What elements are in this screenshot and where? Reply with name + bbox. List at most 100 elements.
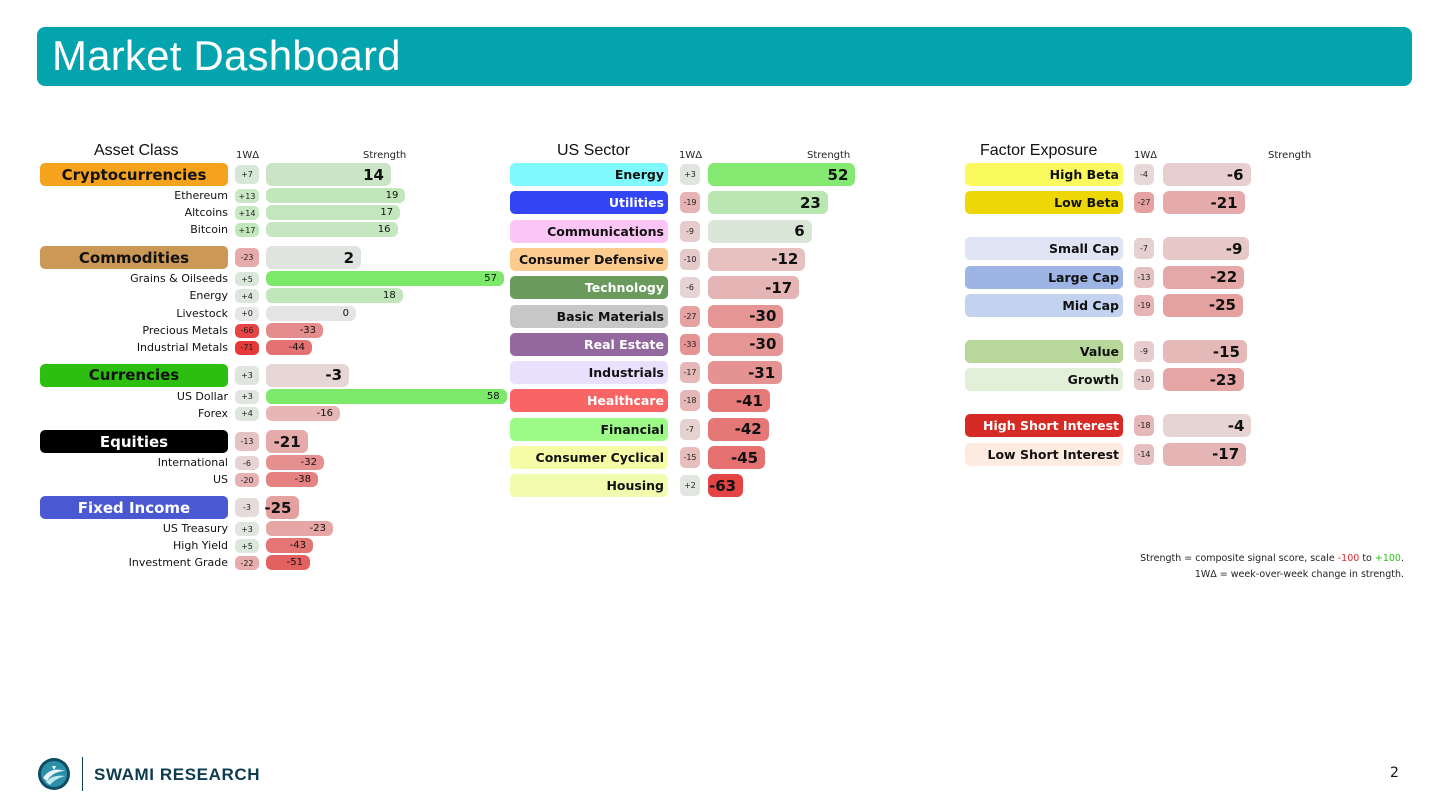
strength-bar-equities: -21 — [266, 430, 308, 453]
delta-chip-ethereum: +13 — [235, 189, 259, 203]
strength-bar-precious-metals: -33 — [266, 322, 323, 338]
sector-bar-industrials: -31 — [708, 361, 783, 385]
sector-pill-real-estate: Real Estate — [510, 332, 668, 356]
delta-chip-industrial-metals: -71 — [235, 340, 259, 355]
sector-delta-header: 1WΔ — [679, 150, 703, 161]
row-label-industrial-metals: Industrial Metals — [136, 340, 228, 354]
row-label-us-dollar: US Dollar — [176, 389, 228, 403]
factor-bar-growth: -23 — [1163, 368, 1244, 392]
title-bar: Market Dashboard — [37, 27, 1412, 86]
factor-bar-mid-cap: -25 — [1163, 293, 1243, 317]
sector-delta-technology: -6 — [680, 277, 700, 299]
strength-bar-investment-grade: -51 — [266, 555, 310, 571]
row-label-international: International — [157, 456, 228, 469]
sector-bar-basic-materials: -30 — [708, 304, 784, 328]
logo-divider — [82, 757, 83, 791]
factor-pill-value: Value — [965, 340, 1123, 363]
factor-bar-high-short-interest: -4 — [1163, 414, 1252, 438]
strength-bar-ethereum: 19 — [266, 188, 406, 203]
footnote-scale-min: -100 — [1337, 553, 1360, 564]
sector-pill-utilities: Utilities — [510, 191, 668, 215]
sector-delta-communications: -9 — [680, 220, 700, 242]
footnote-scale-text: Strength = composite signal score, scale — [1140, 553, 1338, 564]
group-pill-cryptocurrencies: Cryptocurrencies — [40, 163, 228, 186]
factor-bar-large-cap: -22 — [1163, 265, 1245, 289]
page-number: 2 — [1390, 765, 1399, 781]
sector-bar-healthcare: -41 — [708, 389, 770, 413]
sector-bar-utilities: 23 — [708, 191, 828, 215]
row-label-livestock: Livestock — [176, 306, 228, 320]
sector-strength-header: Strength — [807, 150, 851, 161]
row-label-grains-and-oilseeds: Grains & Oilseeds — [130, 272, 228, 286]
sector-bar-energy: 52 — [708, 163, 856, 186]
footnote-scale-max: +100 — [1374, 553, 1401, 564]
strength-bar-us-treasury: -23 — [266, 521, 333, 537]
sector-bar-real-estate: -30 — [708, 332, 784, 356]
factor-delta-header: 1WΔ — [1134, 150, 1158, 161]
row-label-precious-metals: Precious Metals — [142, 323, 228, 337]
delta-chip-international: -6 — [235, 456, 259, 470]
row-label-us: US — [212, 473, 228, 487]
sector-delta-consumer-defensive: -10 — [680, 248, 700, 270]
factor-pill-small-cap: Small Cap — [965, 237, 1123, 261]
asset-strength-header: Strength — [363, 150, 407, 161]
asset-delta-header: 1WΔ — [236, 150, 260, 161]
factor-exposure-panel: Factor Exposure 1WΔ Strength High Beta -4… — [962, 133, 1412, 586]
row-label-energy: Energy — [189, 289, 228, 303]
sector-delta-basic-materials: -27 — [680, 305, 700, 327]
sector-bar-financial: -42 — [708, 417, 769, 441]
sector-pill-healthcare: Healthcare — [510, 389, 668, 413]
strength-bar-cryptocurrencies: 14 — [266, 163, 391, 186]
delta-chip-investment-grade: -22 — [235, 556, 259, 571]
delta-chip-commodities: -23 — [235, 248, 259, 268]
factor-exposure-title: Factor Exposure — [980, 142, 1098, 159]
group-pill-fixed-income: Fixed Income — [40, 496, 228, 520]
factor-pill-high-short-interest: High Short Interest — [965, 414, 1123, 438]
delta-chip-fixed-income: -3 — [235, 498, 259, 518]
delta-chip-equities: -13 — [235, 432, 259, 451]
swami-research-logo — [38, 758, 70, 790]
delta-chip-high-yield: +5 — [235, 539, 259, 554]
factor-delta-growth: -10 — [1134, 369, 1154, 391]
sector-delta-healthcare: -18 — [680, 390, 700, 412]
sector-pill-communications: Communications — [510, 219, 668, 243]
strength-bar-commodities: 2 — [266, 246, 361, 270]
sector-delta-consumer-cyclical: -15 — [680, 447, 700, 468]
asset-class-title: Asset Class — [94, 142, 179, 159]
factor-bar-value: -15 — [1163, 340, 1247, 363]
row-label-altcoins: Altcoins — [184, 206, 228, 220]
sector-delta-financial: -7 — [680, 418, 700, 440]
sector-bar-communications: 6 — [708, 219, 812, 243]
sector-delta-utilities: -19 — [680, 192, 700, 214]
strength-bar-industrial-metals: -44 — [266, 339, 312, 355]
sector-bar-technology: -17 — [708, 276, 800, 300]
factor-pill-mid-cap: Mid Cap — [965, 293, 1123, 317]
sector-delta-real-estate: -33 — [680, 333, 700, 355]
sector-pill-consumer-cyclical: Consumer Cyclical — [510, 446, 668, 469]
delta-chip-energy: +4 — [235, 289, 259, 304]
delta-chip-cryptocurrencies: +7 — [235, 165, 259, 184]
delta-chip-precious-metals: -66 — [235, 323, 259, 338]
strength-bar-currencies: -3 — [266, 363, 350, 387]
page-title: Market Dashboard — [52, 32, 401, 79]
delta-chip-us-dollar: +3 — [235, 389, 259, 404]
factor-bar-high-beta: -6 — [1163, 163, 1251, 186]
us-sector-title: US Sector — [557, 142, 630, 159]
row-label-high-yield: High Yield — [173, 539, 228, 553]
row-label-bitcoin: Bitcoin — [190, 223, 228, 237]
sector-pill-technology: Technology — [510, 276, 668, 300]
sector-pill-financial: Financial — [510, 417, 668, 441]
factor-delta-low-short-interest: -14 — [1134, 443, 1154, 465]
strength-bar-bitcoin: 16 — [266, 222, 398, 238]
factor-pill-low-short-interest: Low Short Interest — [965, 442, 1123, 466]
sector-pill-basic-materials: Basic Materials — [510, 304, 668, 328]
delta-chip-livestock: +0 — [235, 306, 259, 321]
footnote-period: . — [1400, 553, 1404, 564]
sector-pill-housing: Housing — [510, 474, 668, 498]
factor-delta-high-beta: -4 — [1134, 164, 1154, 185]
strength-bar-livestock: 0 — [266, 305, 356, 321]
sector-delta-energy: +3 — [680, 164, 700, 185]
delta-chip-altcoins: +14 — [235, 206, 259, 221]
factor-pill-large-cap: Large Cap — [965, 265, 1123, 289]
delta-chip-bitcoin: +17 — [235, 223, 259, 238]
